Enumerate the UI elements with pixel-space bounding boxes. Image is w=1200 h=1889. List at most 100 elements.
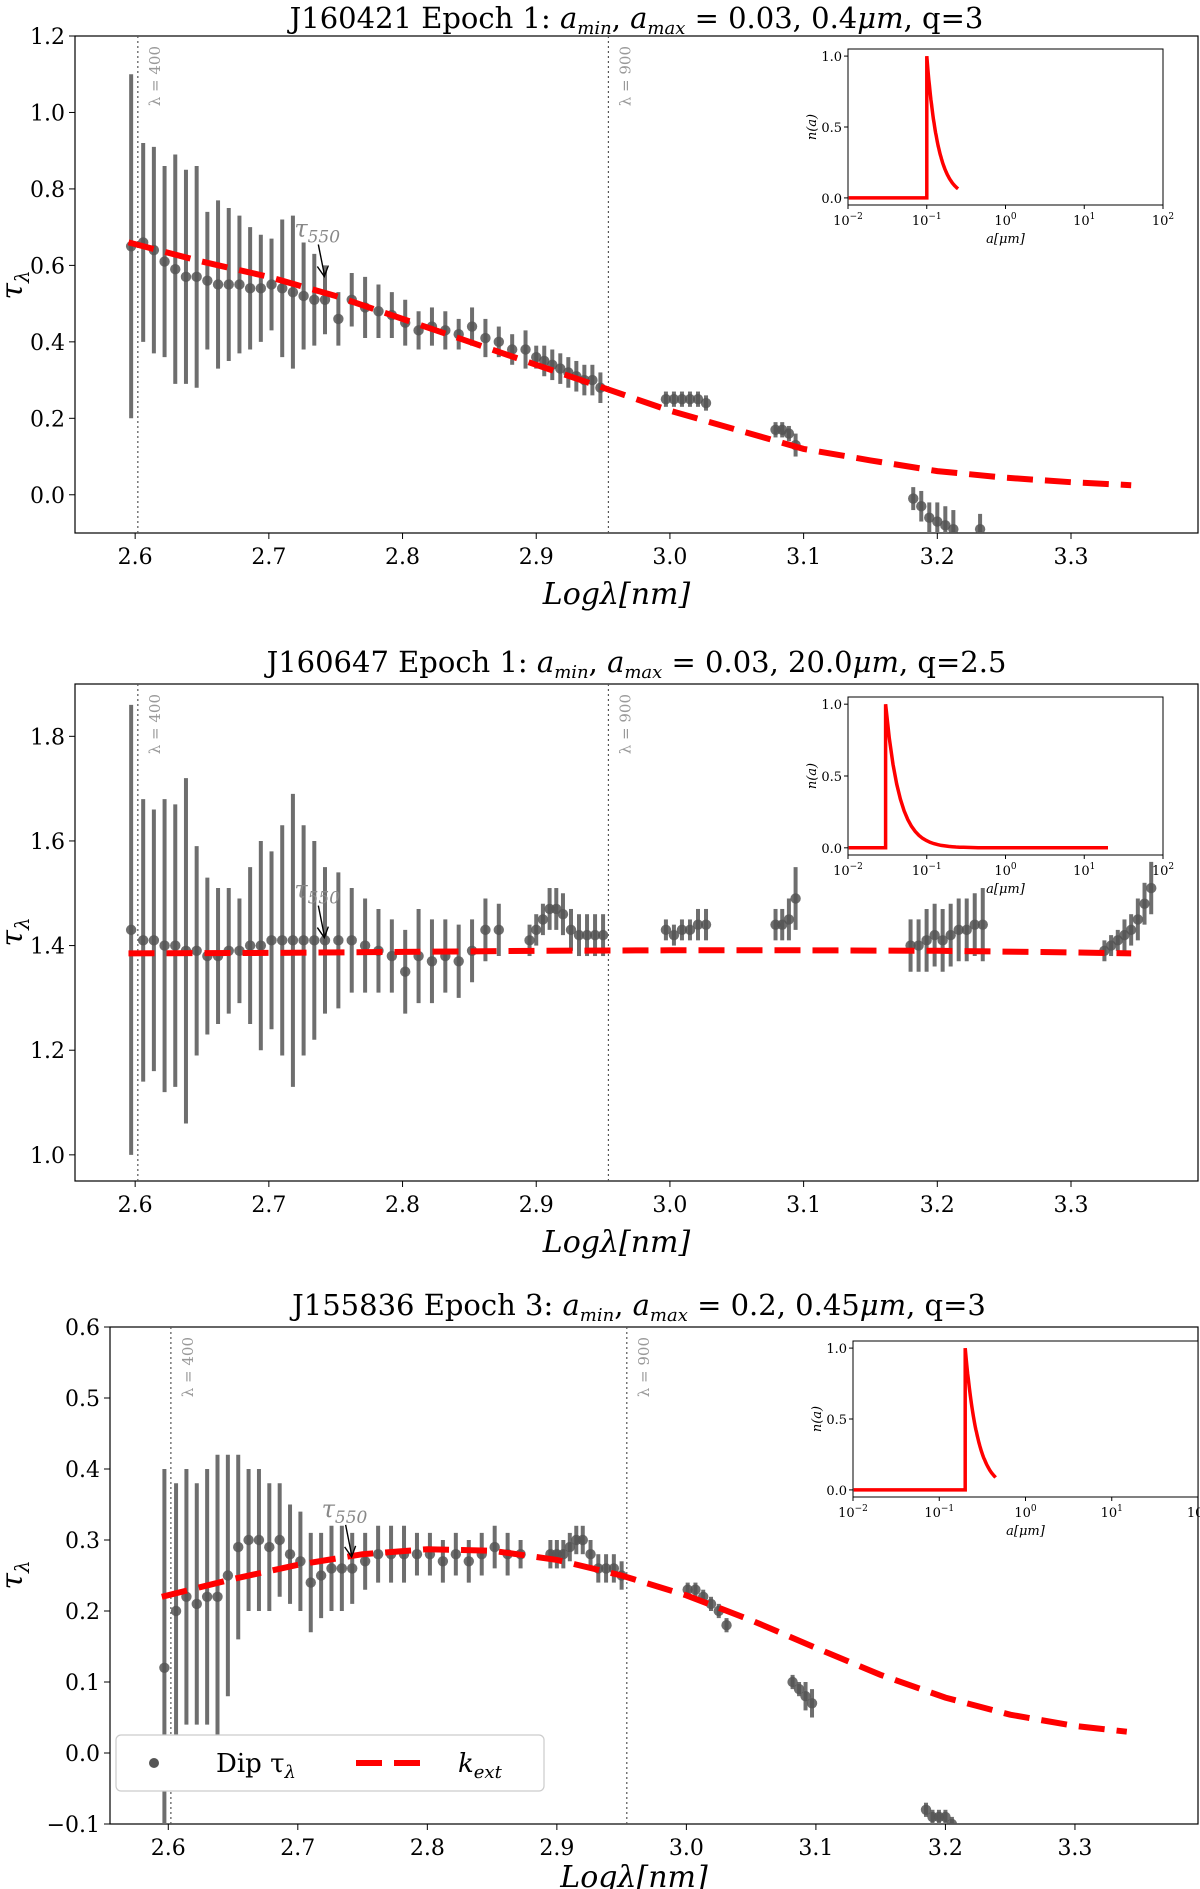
data-point [244,940,256,951]
panel-1: J160421 Epoch 1: amin, amax = 0.03, 0.4μ… [0,1,1199,612]
data-point [908,493,919,504]
data-point [577,1534,588,1546]
data-point [125,924,137,936]
inset-tick-base: 10 [833,864,850,879]
inset-x-tick-label: 102 [1187,1504,1200,1521]
data-point [558,1549,569,1560]
data-point [159,256,170,267]
model-line [128,947,1132,957]
data-point [589,929,601,941]
vline-label: λ = 900 [635,1337,653,1397]
data-point [793,1683,805,1695]
data-point [191,945,202,957]
data-point [309,294,320,305]
data-point [565,924,577,936]
title-main: J160647 Epoch 1: [264,645,537,679]
data-point [234,945,245,957]
data-point [170,1605,182,1617]
data-point [347,1563,358,1574]
data-point [940,520,951,531]
inset-y-tick-label: 1.0 [821,698,842,713]
data-point [463,1556,474,1567]
inset-x-tick-label: 10−2 [833,862,863,879]
data-point [309,935,320,946]
inset-tick-exp: 2 [1168,862,1174,872]
vline-label: λ = 900 [616,46,634,106]
data-point [253,1534,265,1546]
data-point [148,935,160,946]
y-tick-label: 0.8 [30,178,65,203]
y-tick-label: 0.4 [30,331,65,356]
data-point [212,279,224,290]
chart-title: J160421 Epoch 1: amin, amax = 0.03, 0.4μ… [287,1,984,39]
legend-label-kext: kext [458,1749,503,1783]
data-point [437,1556,449,1567]
data-point [274,1534,285,1546]
data-point [222,1570,234,1581]
x-tick-label: 2.7 [280,1836,315,1861]
data-point [255,283,267,294]
data-point [400,966,411,977]
y-tick-label: 1.0 [30,1144,65,1169]
inset-tick-exp: 2 [1168,212,1174,222]
data-point [940,1811,951,1823]
title-a-min: a [560,1,577,35]
vline-label: λ = 400 [179,1337,197,1397]
y-tick-label: −0.1 [47,1813,100,1838]
data-point [426,956,438,967]
title-a-max: a [630,1,647,35]
data-point [961,924,972,936]
data-point [191,271,202,283]
data-point [1139,898,1150,909]
y-tick-label: 0.0 [30,484,65,509]
tau550-arrow-head [344,1545,357,1559]
title-q: , q=3 [906,1288,986,1322]
x-tick-label: 3.1 [798,1836,833,1861]
data-point [346,935,357,946]
x-tick-label: 2.9 [519,545,554,570]
y-tick-label: 0.2 [30,407,65,432]
y-tick-label: 1.4 [30,935,65,960]
data-point [450,1549,462,1560]
axes-frame [74,35,1199,534]
x-tick-label: 2.6 [151,1836,186,1861]
data-point [920,1804,932,1816]
x-tick-label: 3.3 [1057,1836,1092,1861]
inset-x-label: a[μm] [986,232,1026,247]
data-point [180,271,192,283]
inset-tick-base: 10 [1101,1506,1118,1521]
inset-frame [847,696,1164,856]
inset-tick-exp: −1 [941,1504,954,1514]
inset-tick-exp: 0 [1011,862,1017,872]
data-point [520,344,531,355]
inset-tick-exp: 1 [1090,862,1096,872]
data-point [783,914,795,925]
data-point [212,1591,223,1603]
inset-tick-base: 10 [924,1506,941,1521]
data-point [202,275,213,286]
data-point [921,935,932,946]
y-tick-label: 1.8 [30,725,65,750]
inset-frame [847,48,1164,206]
data-point [264,1541,275,1553]
data-point [537,914,549,925]
data-point [255,940,267,951]
y-tick-label: 1.2 [30,25,65,50]
data-point [692,919,704,930]
data-point [974,523,986,533]
title-values: = 0.2, 0.45 [688,1288,860,1322]
y-tick-label: 0.6 [30,254,65,279]
y-tick-label: 0.3 [65,1529,100,1554]
x-tick-label: 3.0 [652,545,687,570]
legend-kext-sub: ext [474,1762,503,1783]
data-point [201,1591,213,1603]
inset-tick-exp: 0 [1031,1504,1037,1514]
y-axis-label: τλ [0,270,34,299]
data-point [913,940,924,951]
tau550-arrow-shaft [317,244,326,275]
data-point [170,264,181,275]
x-tick-label: 2.7 [251,1193,286,1218]
tau550-main: τ [294,876,308,904]
inset-x-tick-label: 101 [1101,1504,1123,1521]
tau550-sub: 550 [308,228,341,248]
